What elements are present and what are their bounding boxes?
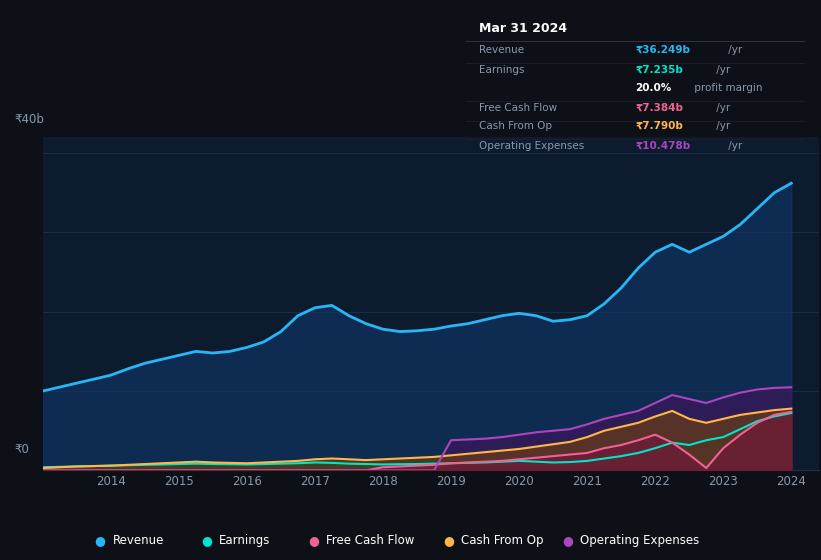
Text: Operating Expenses: Operating Expenses: [479, 141, 585, 151]
Text: ₹7.790b: ₹7.790b: [635, 121, 683, 131]
Text: Free Cash Flow: Free Cash Flow: [479, 102, 557, 113]
Text: Earnings: Earnings: [219, 534, 271, 547]
Text: ●: ●: [562, 534, 573, 547]
Text: /yr: /yr: [713, 102, 731, 113]
Text: Revenue: Revenue: [112, 534, 164, 547]
Text: /yr: /yr: [725, 141, 742, 151]
Text: ●: ●: [201, 534, 212, 547]
Text: ₹7.235b: ₹7.235b: [635, 64, 683, 74]
Text: Operating Expenses: Operating Expenses: [580, 534, 699, 547]
Text: /yr: /yr: [725, 45, 742, 55]
Text: Free Cash Flow: Free Cash Flow: [326, 534, 415, 547]
Text: ₹10.478b: ₹10.478b: [635, 141, 690, 151]
Text: /yr: /yr: [713, 121, 731, 131]
Text: Earnings: Earnings: [479, 64, 525, 74]
Text: ₹7.384b: ₹7.384b: [635, 102, 683, 113]
Text: Cash From Op: Cash From Op: [479, 121, 552, 131]
Text: ₹0: ₹0: [15, 444, 30, 456]
Text: 20.0%: 20.0%: [635, 83, 672, 93]
Text: profit margin: profit margin: [691, 83, 763, 93]
Text: /yr: /yr: [713, 64, 731, 74]
Text: ₹36.249b: ₹36.249b: [635, 45, 690, 55]
Text: ●: ●: [443, 534, 454, 547]
Text: ●: ●: [308, 534, 319, 547]
Text: Mar 31 2024: Mar 31 2024: [479, 22, 567, 35]
Text: Cash From Op: Cash From Op: [461, 534, 544, 547]
Text: ●: ●: [94, 534, 105, 547]
Text: Revenue: Revenue: [479, 45, 524, 55]
Text: ₹40b: ₹40b: [15, 113, 44, 126]
